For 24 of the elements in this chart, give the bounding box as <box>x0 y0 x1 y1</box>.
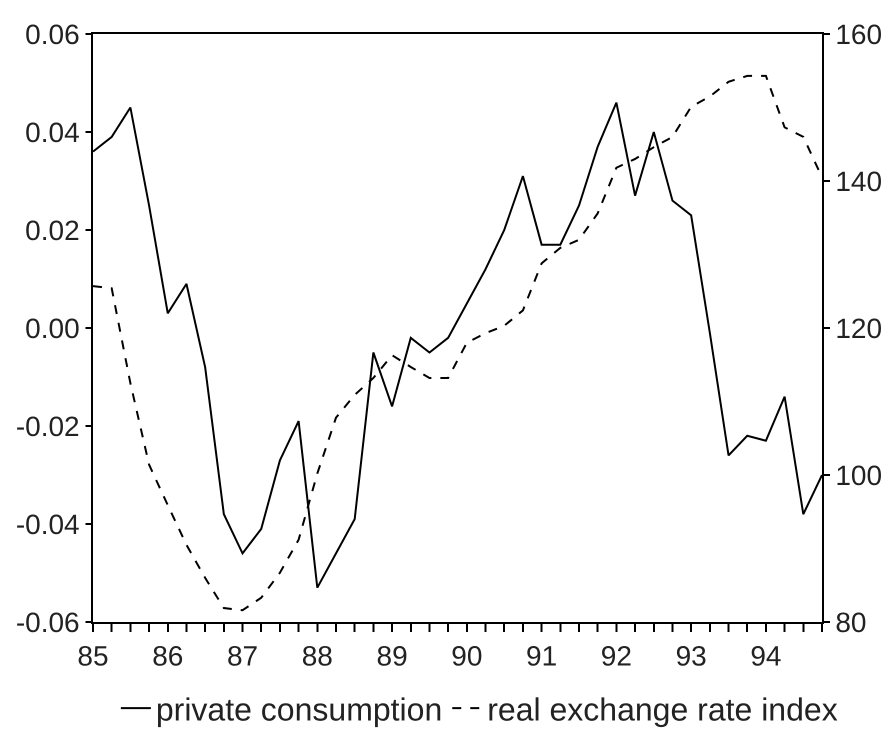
x-tick-label: 85 <box>77 640 109 672</box>
y-tick-label: 0.02 <box>25 214 80 246</box>
y-tick-label: -0.06 <box>16 606 80 638</box>
x-tick-label: 91 <box>526 640 558 672</box>
x-tick-label: 89 <box>376 640 408 672</box>
x-tick-label: 87 <box>226 640 258 672</box>
legend-label: real exchange rate index <box>487 692 838 728</box>
x-tick-label: 86 <box>152 640 184 672</box>
y2-tick-label: 140 <box>835 166 882 197</box>
y-tick-label: -0.04 <box>16 508 80 540</box>
y-tick-label: 0.06 <box>25 18 80 50</box>
y2-tick-label: 120 <box>835 312 882 344</box>
y2-tick-label: 160 <box>835 18 882 50</box>
x-tick-label: 90 <box>451 640 482 672</box>
legend-label: private consumption <box>156 692 442 728</box>
y-tick-label: 0.00 <box>25 312 80 344</box>
x-tick-label: 93 <box>676 640 707 672</box>
y2-tick-label: 100 <box>835 460 882 491</box>
y-tick-label: 0.04 <box>25 116 80 148</box>
x-tick-label: 92 <box>600 640 632 672</box>
y-tick-label: -0.02 <box>16 410 80 442</box>
x-tick-label: 94 <box>750 640 782 672</box>
y2-tick-label: 80 <box>835 606 867 638</box>
x-tick-label: 88 <box>302 640 333 672</box>
